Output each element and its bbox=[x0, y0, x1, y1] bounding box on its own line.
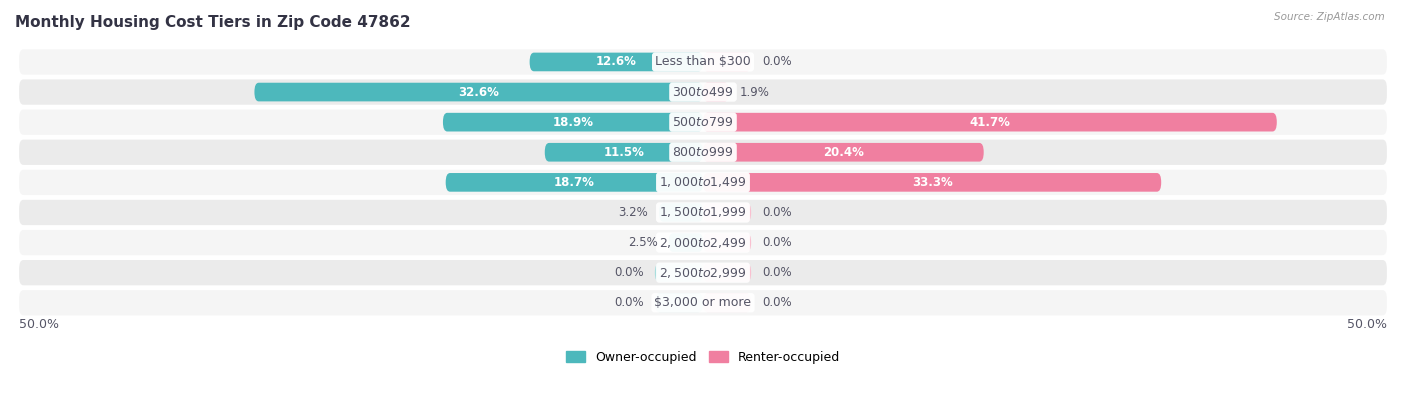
FancyBboxPatch shape bbox=[20, 260, 1386, 285]
Text: 1.9%: 1.9% bbox=[740, 85, 770, 98]
Text: 2.5%: 2.5% bbox=[628, 236, 658, 249]
Text: $1,500 to $1,999: $1,500 to $1,999 bbox=[659, 205, 747, 220]
Text: 32.6%: 32.6% bbox=[458, 85, 499, 98]
Text: Monthly Housing Cost Tiers in Zip Code 47862: Monthly Housing Cost Tiers in Zip Code 4… bbox=[15, 15, 411, 30]
Text: 18.7%: 18.7% bbox=[554, 176, 595, 189]
Text: 0.0%: 0.0% bbox=[762, 236, 792, 249]
Text: 20.4%: 20.4% bbox=[823, 146, 863, 159]
Text: $800 to $999: $800 to $999 bbox=[672, 146, 734, 159]
Text: 0.0%: 0.0% bbox=[762, 266, 792, 279]
FancyBboxPatch shape bbox=[443, 113, 703, 132]
Text: Source: ZipAtlas.com: Source: ZipAtlas.com bbox=[1274, 12, 1385, 22]
Text: 18.9%: 18.9% bbox=[553, 116, 593, 129]
FancyBboxPatch shape bbox=[20, 49, 1386, 75]
FancyBboxPatch shape bbox=[254, 83, 703, 101]
FancyBboxPatch shape bbox=[446, 173, 703, 192]
FancyBboxPatch shape bbox=[655, 293, 703, 312]
FancyBboxPatch shape bbox=[703, 264, 751, 282]
FancyBboxPatch shape bbox=[544, 143, 703, 161]
FancyBboxPatch shape bbox=[530, 53, 703, 71]
FancyBboxPatch shape bbox=[669, 233, 703, 252]
Text: 50.0%: 50.0% bbox=[20, 318, 59, 331]
FancyBboxPatch shape bbox=[703, 83, 730, 101]
Text: 12.6%: 12.6% bbox=[596, 56, 637, 68]
Text: 11.5%: 11.5% bbox=[603, 146, 644, 159]
FancyBboxPatch shape bbox=[20, 139, 1386, 165]
Text: $3,000 or more: $3,000 or more bbox=[655, 296, 751, 309]
FancyBboxPatch shape bbox=[703, 173, 1161, 192]
FancyBboxPatch shape bbox=[20, 110, 1386, 135]
Text: 3.2%: 3.2% bbox=[619, 206, 648, 219]
Text: 0.0%: 0.0% bbox=[762, 56, 792, 68]
Text: 0.0%: 0.0% bbox=[762, 296, 792, 309]
FancyBboxPatch shape bbox=[703, 203, 751, 222]
Text: $2,500 to $2,999: $2,500 to $2,999 bbox=[659, 266, 747, 280]
Legend: Owner-occupied, Renter-occupied: Owner-occupied, Renter-occupied bbox=[561, 346, 845, 369]
FancyBboxPatch shape bbox=[703, 113, 1277, 132]
FancyBboxPatch shape bbox=[20, 200, 1386, 225]
Text: $500 to $799: $500 to $799 bbox=[672, 116, 734, 129]
FancyBboxPatch shape bbox=[655, 264, 703, 282]
Text: 41.7%: 41.7% bbox=[970, 116, 1011, 129]
Text: $2,000 to $2,499: $2,000 to $2,499 bbox=[659, 236, 747, 249]
Text: $1,000 to $1,499: $1,000 to $1,499 bbox=[659, 176, 747, 189]
FancyBboxPatch shape bbox=[703, 293, 751, 312]
FancyBboxPatch shape bbox=[20, 230, 1386, 255]
Text: 0.0%: 0.0% bbox=[762, 206, 792, 219]
Text: 0.0%: 0.0% bbox=[614, 296, 644, 309]
FancyBboxPatch shape bbox=[703, 233, 751, 252]
FancyBboxPatch shape bbox=[20, 170, 1386, 195]
FancyBboxPatch shape bbox=[659, 203, 703, 222]
Text: 50.0%: 50.0% bbox=[1347, 318, 1386, 331]
FancyBboxPatch shape bbox=[703, 53, 751, 71]
Text: 0.0%: 0.0% bbox=[614, 266, 644, 279]
Text: 33.3%: 33.3% bbox=[911, 176, 952, 189]
FancyBboxPatch shape bbox=[703, 143, 984, 161]
Text: $300 to $499: $300 to $499 bbox=[672, 85, 734, 98]
FancyBboxPatch shape bbox=[20, 79, 1386, 105]
FancyBboxPatch shape bbox=[20, 290, 1386, 315]
Text: Less than $300: Less than $300 bbox=[655, 56, 751, 68]
